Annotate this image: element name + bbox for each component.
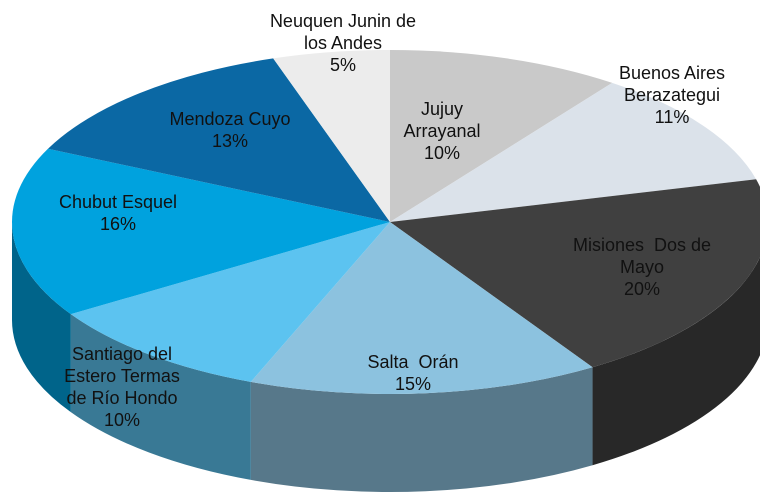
pie-side xyxy=(70,314,251,480)
pie-side xyxy=(592,257,760,466)
value-label: 16% xyxy=(99,214,137,234)
value-label: 5% xyxy=(329,55,356,75)
category-name: Salta Orán xyxy=(367,352,459,372)
pie-slice xyxy=(273,50,390,222)
category-name: Neuquen Junin de los Andes xyxy=(269,11,422,53)
value-label: 10% xyxy=(423,143,461,163)
pie-slice xyxy=(47,58,390,223)
value-label: 20% xyxy=(623,279,661,299)
pie-side xyxy=(250,367,593,492)
slice-label: Salta Orán 15% xyxy=(328,351,498,395)
category-name: Mendoza Cuyo xyxy=(169,109,291,129)
slice-label: Jujuy Arrayanal 10% xyxy=(392,98,492,164)
pie-slice xyxy=(390,50,613,222)
category-name: Santiago del Estero Termas de Río Hondo xyxy=(64,344,185,408)
category-name: Chubut Esquel xyxy=(58,192,178,212)
pie-slice xyxy=(390,82,757,222)
slice-label: Neuquen Junin de los Andes 5% xyxy=(268,10,418,76)
slice-label: Mendoza Cuyo 13% xyxy=(145,108,315,152)
value-label: 15% xyxy=(394,374,432,394)
slice-label: Santiago del Estero Termas de Río Hondo 1… xyxy=(52,343,192,431)
value-label: 13% xyxy=(211,131,249,151)
pie-slice xyxy=(11,148,390,315)
slice-label: Misiones Dos de Mayo 20% xyxy=(572,234,712,300)
category-name: Jujuy Arrayanal xyxy=(403,99,481,141)
pie-slice xyxy=(250,222,593,394)
pie-slice xyxy=(70,222,390,382)
slice-label: Chubut Esquel 16% xyxy=(33,191,203,235)
pie-slice xyxy=(390,179,760,368)
category-name: Buenos Aires Berazategui xyxy=(618,63,731,105)
category-name: Misiones Dos de Mayo xyxy=(572,235,712,277)
value-label: 11% xyxy=(654,107,690,127)
value-label: 10% xyxy=(103,410,141,430)
pie-side xyxy=(12,222,71,413)
slice-label: Buenos Aires Berazategui 11% xyxy=(607,62,737,128)
